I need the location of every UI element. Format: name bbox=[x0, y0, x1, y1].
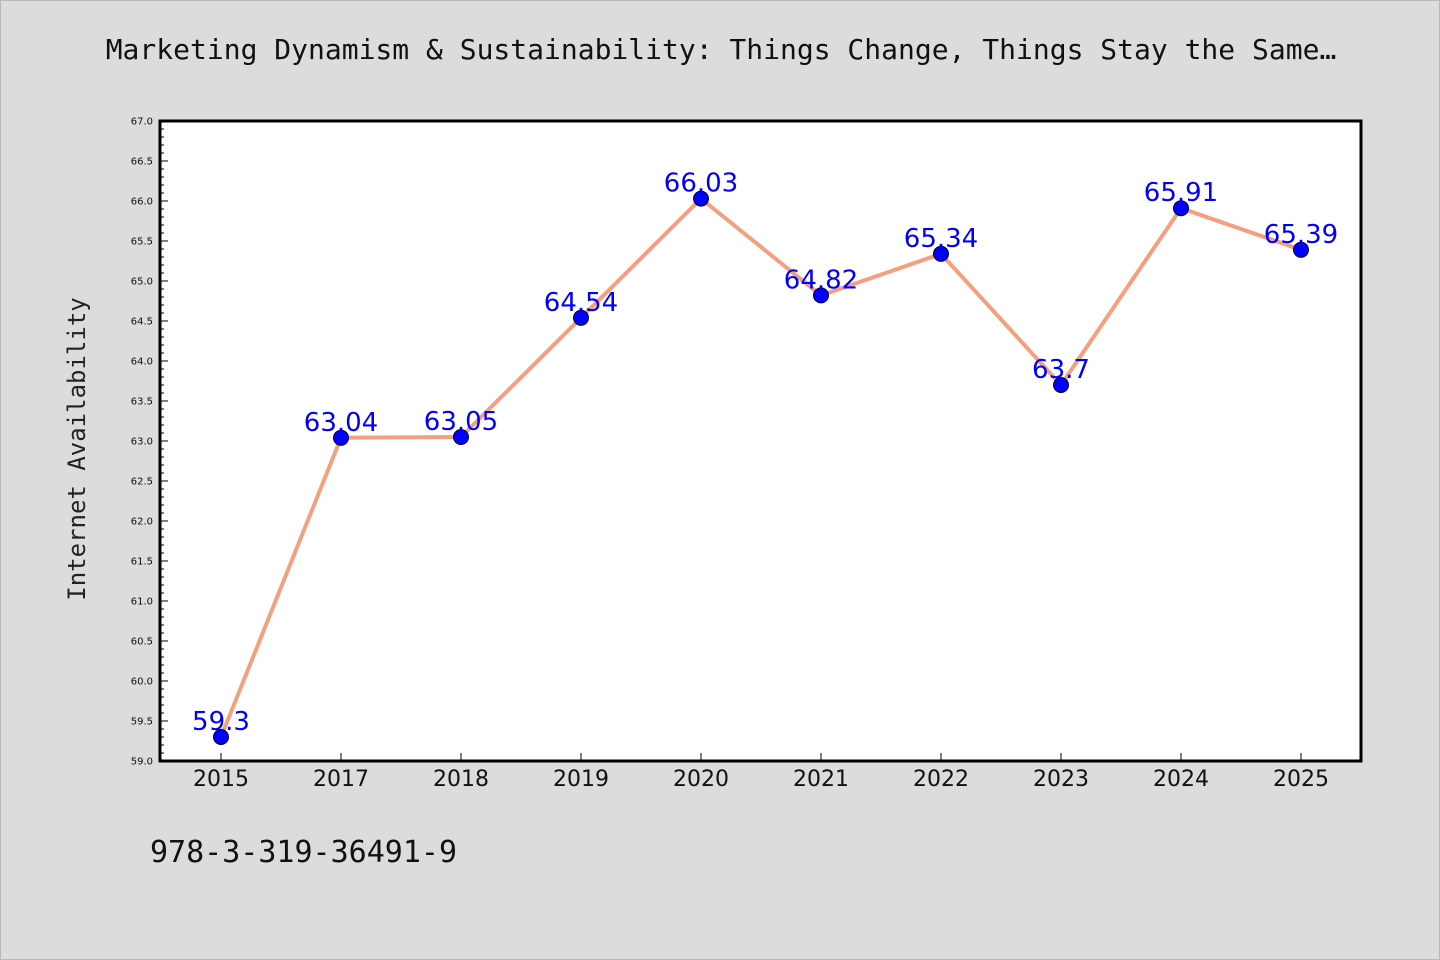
x-tick-label: 2020 bbox=[673, 767, 729, 792]
y-tick-label: 60.5 bbox=[131, 637, 153, 648]
y-tick-label: 66.0 bbox=[131, 197, 153, 208]
chart-title: Marketing Dynamism & Sustainability: Thi… bbox=[105, 33, 1337, 66]
data-label: 66.03 bbox=[664, 169, 738, 199]
y-tick-label: 67.0 bbox=[131, 117, 153, 128]
data-point bbox=[213, 729, 229, 745]
y-tick-label: 65.0 bbox=[131, 277, 153, 288]
x-tick-label: 2019 bbox=[553, 767, 609, 792]
data-point bbox=[1293, 241, 1309, 258]
data-point bbox=[573, 309, 589, 326]
data-label: 65.34 bbox=[904, 224, 978, 254]
x-tick-label: 2023 bbox=[1033, 767, 1089, 792]
data-point bbox=[933, 245, 949, 262]
series-line bbox=[219, 196, 1302, 738]
y-tick-label: 64.0 bbox=[131, 357, 153, 368]
y-tick-label: 61.5 bbox=[131, 557, 153, 568]
data-label: 65.39 bbox=[1264, 220, 1338, 250]
y-tick-label: 62.0 bbox=[131, 517, 153, 528]
data-point bbox=[1173, 200, 1189, 217]
y-axis-label: Internet Availability bbox=[63, 297, 91, 600]
x-tick-label: 2017 bbox=[313, 767, 369, 792]
x-axis: 2015 2017 2018 2019 2020 2021 2022 2023 2024 2025 bbox=[193, 753, 1329, 792]
y-tick-label: 59.5 bbox=[131, 717, 153, 728]
x-tick-label: 2022 bbox=[913, 767, 969, 792]
y-tick-label: 66.5 bbox=[131, 157, 153, 168]
series-layer bbox=[219, 196, 1302, 738]
data-labels-layer: 59.3 63.04 63.05 64.54 66.03 64.82 65.34 63.7 65… bbox=[192, 169, 1338, 737]
x-tick-label: 2015 bbox=[193, 767, 249, 792]
y-axis: 59.0 59.5 60.0 60.5 61.0 61.5 62.0 62.5 63.0 63.5… bbox=[131, 117, 168, 768]
data-point bbox=[453, 429, 469, 445]
data-label: 65.91 bbox=[1144, 178, 1218, 208]
plot-area bbox=[158, 119, 1363, 763]
data-label: 63.05 bbox=[424, 407, 498, 437]
data-label: 63.04 bbox=[304, 408, 378, 438]
markers-layer bbox=[213, 190, 1309, 745]
x-tick-label: 2018 bbox=[433, 767, 489, 792]
y-tick-label: 60.0 bbox=[131, 677, 153, 688]
data-label: 64.54 bbox=[544, 288, 618, 318]
y-tick-label: 63.0 bbox=[131, 437, 153, 448]
data-label: 63.7 bbox=[1032, 355, 1090, 385]
data-label: 64.82 bbox=[784, 265, 858, 295]
data-label: 59.3 bbox=[192, 707, 250, 737]
y-tick-label: 62.5 bbox=[131, 477, 153, 488]
data-point bbox=[1053, 377, 1069, 393]
data-point bbox=[333, 429, 349, 446]
y-tick-label: 63.5 bbox=[131, 397, 153, 408]
y-tick-label: 65.5 bbox=[131, 237, 153, 248]
x-tick-label: 2024 bbox=[1153, 767, 1209, 792]
data-point bbox=[693, 190, 709, 207]
y-tick-label: 61.0 bbox=[131, 597, 153, 608]
y-tick-label: 64.5 bbox=[131, 317, 153, 328]
footer-isbn: 978-3-319-36491-9 bbox=[150, 835, 458, 870]
x-tick-label: 2021 bbox=[793, 767, 849, 792]
data-point bbox=[813, 287, 829, 304]
x-tick-label: 2025 bbox=[1273, 767, 1329, 792]
y-tick-label: 59.0 bbox=[131, 757, 153, 768]
